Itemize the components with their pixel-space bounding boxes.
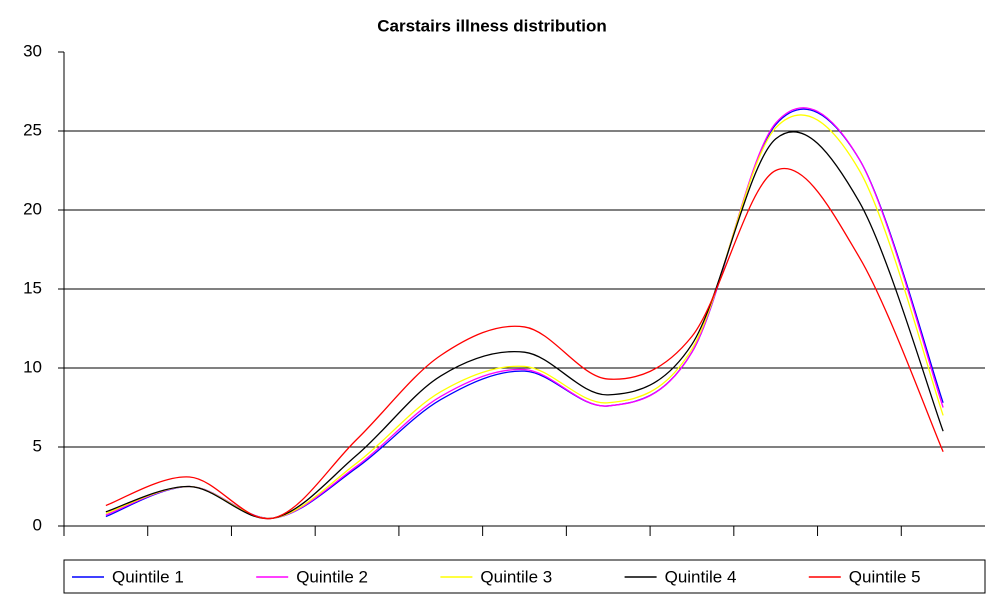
series-line bbox=[105, 114, 944, 519]
y-tick-label: 0 bbox=[33, 515, 42, 534]
legend-label: Quintile 4 bbox=[665, 567, 737, 586]
legend-label: Quintile 3 bbox=[480, 567, 552, 586]
y-tick-label: 15 bbox=[23, 278, 42, 297]
series-line bbox=[105, 107, 944, 519]
series-line bbox=[105, 131, 944, 520]
y-tick-label: 5 bbox=[33, 436, 42, 455]
series-line bbox=[105, 167, 944, 520]
chart-title: Carstairs illness distribution bbox=[377, 16, 607, 35]
y-tick-label: 30 bbox=[23, 41, 42, 60]
legend-label: Quintile 1 bbox=[112, 567, 184, 586]
series-line bbox=[105, 108, 944, 519]
legend-label: Quintile 5 bbox=[849, 567, 921, 586]
legend-label: Quintile 2 bbox=[296, 567, 368, 586]
y-tick-label: 20 bbox=[23, 199, 42, 218]
y-tick-label: 25 bbox=[23, 120, 42, 139]
legend: Quintile 1 Quintile 2 Quintile 3 Quintile 4… bbox=[63, 559, 986, 594]
y-tick-label: 10 bbox=[23, 357, 42, 376]
